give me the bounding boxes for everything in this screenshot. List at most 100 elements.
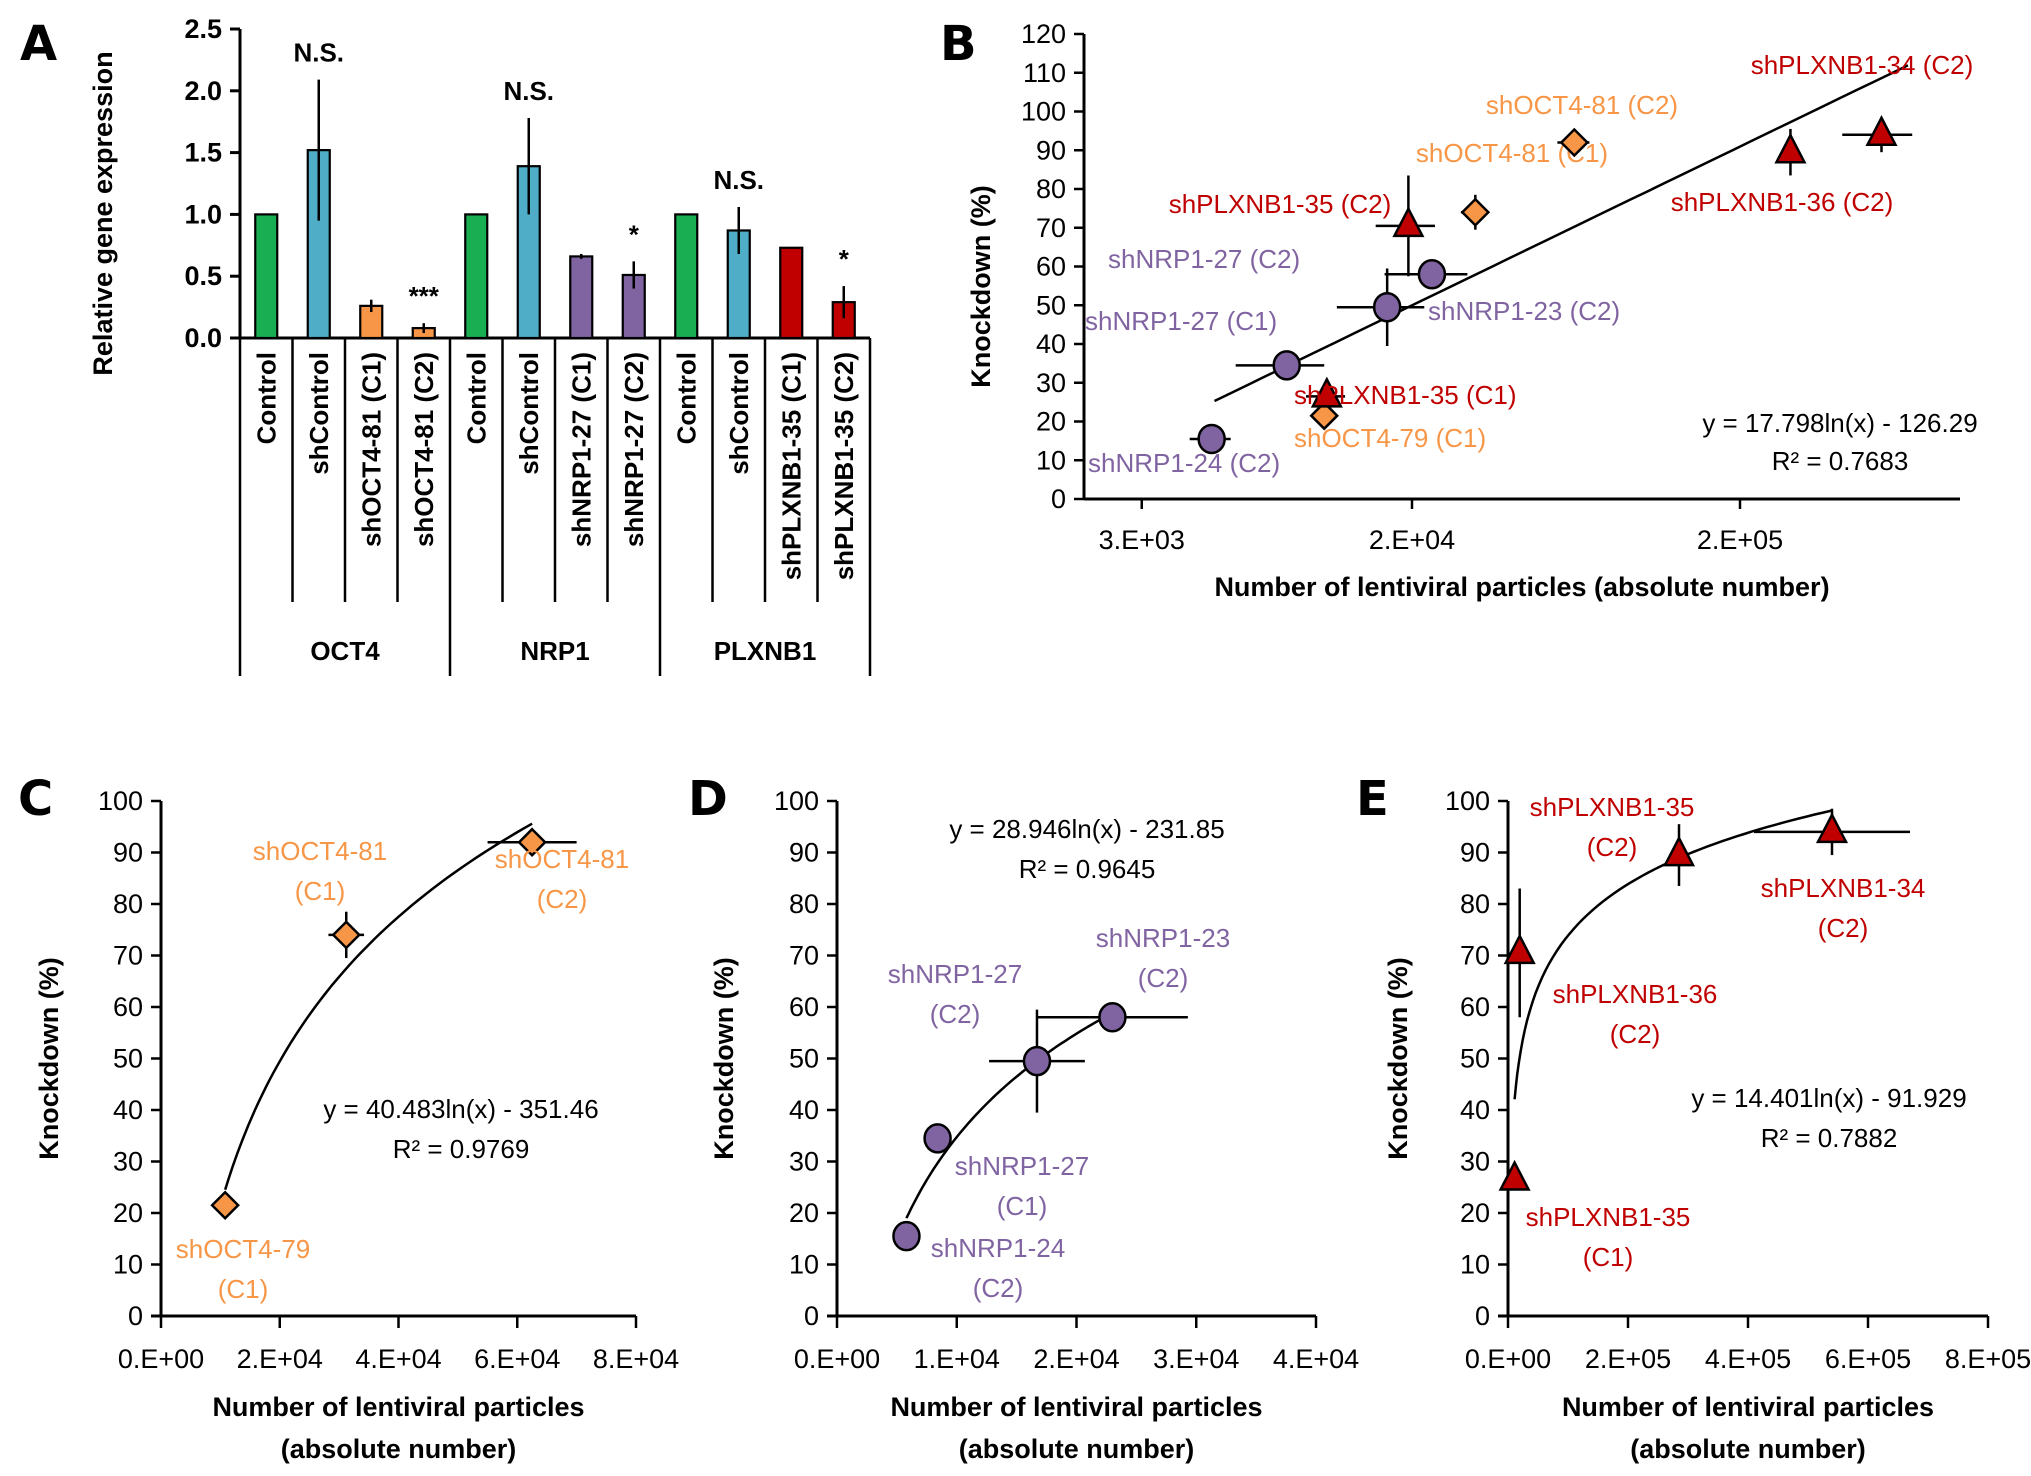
significance-label: * [629,219,640,249]
diamond-marker [1460,197,1491,228]
point-label-line1: shOCT4-81 [495,844,629,874]
triangle-marker [1503,933,1536,965]
category-label: shControl [514,352,544,475]
point-label: shPLXNB1-34 (C2) [1751,50,1974,80]
triangle-marker [1498,1159,1531,1191]
circle-marker [1197,423,1226,455]
point-label-line2: (C2) [1610,1019,1661,1049]
point-label-line2: (C2) [930,999,981,1029]
y-tick-label: 80 [113,889,143,919]
y-tick-label: 100 [774,786,819,816]
trendline-equation: y = 14.401ln(x) - 91.929 [1691,1083,1966,1113]
point-label: shOCT4-81 (C2) [1486,90,1678,120]
y-tick-label: 10 [789,1250,819,1280]
y-tick-label: 0 [1051,484,1066,514]
y-tick-label: 20 [1460,1198,1490,1228]
trendline [1513,809,1833,1100]
y-tick-label: 30 [1036,368,1066,398]
bar [254,213,279,340]
trendline-equation: y = 40.483ln(x) - 351.46 [323,1094,598,1124]
point-label-line1: shPLXNB1-34 [1761,873,1926,903]
diamond-marker [331,920,362,950]
circle-marker [1022,1045,1052,1077]
y-tick-label: 100 [1445,786,1490,816]
y-tick-label: 80 [789,889,819,919]
trendline [223,822,533,1191]
y-tick-label: 1.0 [184,199,222,229]
x-tick-label: 0.E+00 [118,1344,204,1374]
panel-e-scatter: 0 10 20 30 40 50 60 70 80 90 100 0.E+00 2.E+05 4.E+05… [1383,786,2031,1464]
y-tick-label: 90 [1460,838,1490,868]
x-tick-label: 2.E+04 [1369,525,1455,555]
point-label: shNRP1-24 (C2) [1088,448,1280,478]
significance-label: N.S. [713,165,764,195]
category-label: shOCT4-81 (C1) [356,352,386,547]
group-label: NRP1 [520,636,589,666]
y-axis-title: Knockdown (%) [966,185,996,388]
triangle-marker [1662,835,1696,867]
point-label: shPLXNB1-35 (C2) [1169,189,1392,219]
category-label: shOCT4-81 (C2) [409,352,439,547]
panel-letter-e: E [1356,771,1389,827]
triangle-marker [1815,812,1849,844]
category-label: Control [461,352,491,444]
y-tick-label: 90 [789,838,819,868]
category-label: shNRP1-27 (C2) [619,352,649,547]
triangle-marker [1865,115,1898,146]
y-tick-label: 30 [1460,1147,1490,1177]
x-tick-label: 6.E+05 [1825,1344,1911,1374]
y-tick-label: 10 [113,1250,143,1280]
r-squared: R² = 0.9645 [1019,854,1156,884]
y-tick-label: 10 [1460,1250,1490,1280]
triangle-marker [1310,376,1343,408]
y-axis-title: Relative gene expression [88,51,118,375]
y-tick-label: 90 [1036,135,1066,165]
y-tick-label: 120 [1021,19,1066,49]
panel-a-bar-chart: 0.0 0.5 1.0 1.5 2.0 2.5 Relative gene expressi… [88,14,872,676]
group-label: OCT4 [310,636,380,666]
point-label: shNRP1-27 (C2) [1108,244,1300,274]
x-axis-title-line1: Number of lentiviral particles [1562,1392,1934,1422]
significance-label: * [839,244,850,274]
trendline [1213,64,1909,403]
y-tick-label: 0 [1475,1301,1490,1331]
y-tick-label: 80 [1036,174,1066,204]
bar [569,255,594,340]
y-tick-label: 70 [113,941,143,971]
significance-label: N.S. [293,38,344,68]
x-axis-title-line1: Number of lentiviral particles [212,1392,584,1422]
panel-d-scatter: 0 10 20 30 40 50 60 70 80 90 100 0.E+00 1.E+04 2.E+04… [709,786,1359,1464]
group-label: PLXNB1 [714,636,817,666]
circle-marker [1417,259,1447,290]
diamond-marker [517,827,547,857]
x-tick-label: 0.E+00 [794,1344,880,1374]
y-tick-label: 70 [789,941,819,971]
y-tick-label: 20 [1036,407,1066,437]
point-label-line2: (C1) [295,876,346,906]
category-label: shControl [724,352,754,475]
y-tick-label: 60 [1460,992,1490,1022]
y-tick-label: 50 [113,1044,143,1074]
circle-marker [1372,291,1402,323]
point-label-line1: shNRP1-27 [888,959,1022,989]
y-tick-label: 40 [789,1095,819,1125]
y-tick-label: 50 [789,1044,819,1074]
diamond-marker [1559,127,1590,158]
y-axis-title: Knockdown (%) [34,957,64,1160]
point-label-line1: shNRP1-27 [955,1151,1089,1181]
y-tick-label: 60 [113,992,143,1022]
category-label: Control [251,352,281,444]
point-label-line1: shOCT4-81 [253,836,387,866]
panel-c-scatter: 0 10 20 30 40 50 60 70 80 90 100 0.E+00 2.E+04 4.E+04… [34,786,679,1464]
y-tick-label: 2.5 [184,14,222,44]
circle-marker [1098,1002,1127,1033]
x-tick-label: 4.E+05 [1705,1344,1791,1374]
point-label-line1: shPLXNB1-35 [1526,1202,1691,1232]
category-label: shPLXNB1-35 (C2) [829,352,859,580]
y-tick-label: 80 [1460,889,1490,919]
y-tick-label: 30 [789,1147,819,1177]
x-tick-label: 6.E+04 [474,1344,560,1374]
y-tick-label: 40 [1460,1095,1490,1125]
r-squared: R² = 0.7882 [1761,1123,1898,1153]
